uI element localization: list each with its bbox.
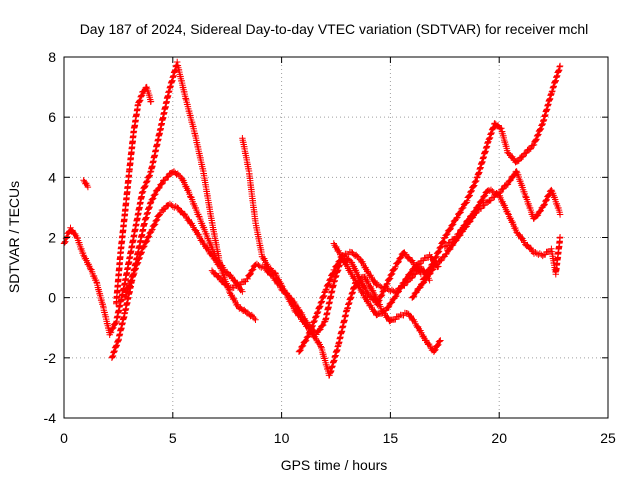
x-tick-label: 15 bbox=[383, 430, 399, 446]
y-tick-label: 4 bbox=[48, 169, 56, 185]
y-tick-label: 0 bbox=[48, 290, 56, 306]
series-sat-track-4 bbox=[121, 200, 224, 301]
chart-title: Day 187 of 2024, Sidereal Day-to-day VTE… bbox=[80, 21, 589, 37]
series-markers bbox=[330, 240, 442, 319]
series-markers bbox=[80, 177, 92, 191]
y-tick-label: 6 bbox=[48, 109, 56, 125]
series-sat-track-7 bbox=[295, 249, 425, 355]
series-markers bbox=[113, 83, 155, 307]
series-markers bbox=[419, 62, 564, 283]
x-tick-label: 25 bbox=[600, 430, 616, 446]
x-tick-label: 20 bbox=[491, 430, 507, 446]
x-tick-labels: 0 5 10 15 20 25 bbox=[60, 430, 616, 446]
y-tick-label: 2 bbox=[48, 230, 56, 246]
x-axis-label: GPS time / hours bbox=[281, 457, 388, 473]
series-markers bbox=[60, 58, 259, 338]
y-tick-label: -4 bbox=[44, 410, 57, 426]
x-tick-label: 5 bbox=[169, 430, 177, 446]
series-markers bbox=[121, 200, 224, 301]
series-markers bbox=[441, 186, 564, 278]
series-sat-track-11 bbox=[441, 186, 564, 278]
data-points bbox=[60, 58, 564, 379]
y-tick-label: -2 bbox=[44, 350, 57, 366]
x-tick-label: 0 bbox=[60, 430, 68, 446]
series-sat-track-8 bbox=[330, 240, 442, 319]
series-sat-track-12 bbox=[80, 177, 92, 191]
x-tick-label: 10 bbox=[274, 430, 290, 446]
axis-ticks bbox=[63, 56, 609, 419]
y-axis-label: SDTVAR / TECUs bbox=[6, 181, 22, 293]
series-sat-track-3 bbox=[113, 83, 155, 307]
series-markers bbox=[295, 249, 425, 355]
y-tick-label: 8 bbox=[48, 49, 56, 65]
series-sat-track-9 bbox=[419, 62, 564, 283]
series-markers bbox=[409, 168, 564, 301]
y-tick-labels: -4 -2 0 2 4 6 8 bbox=[44, 49, 57, 426]
series-sat-track-1 bbox=[60, 58, 259, 338]
series-sat-track-10 bbox=[409, 168, 564, 301]
